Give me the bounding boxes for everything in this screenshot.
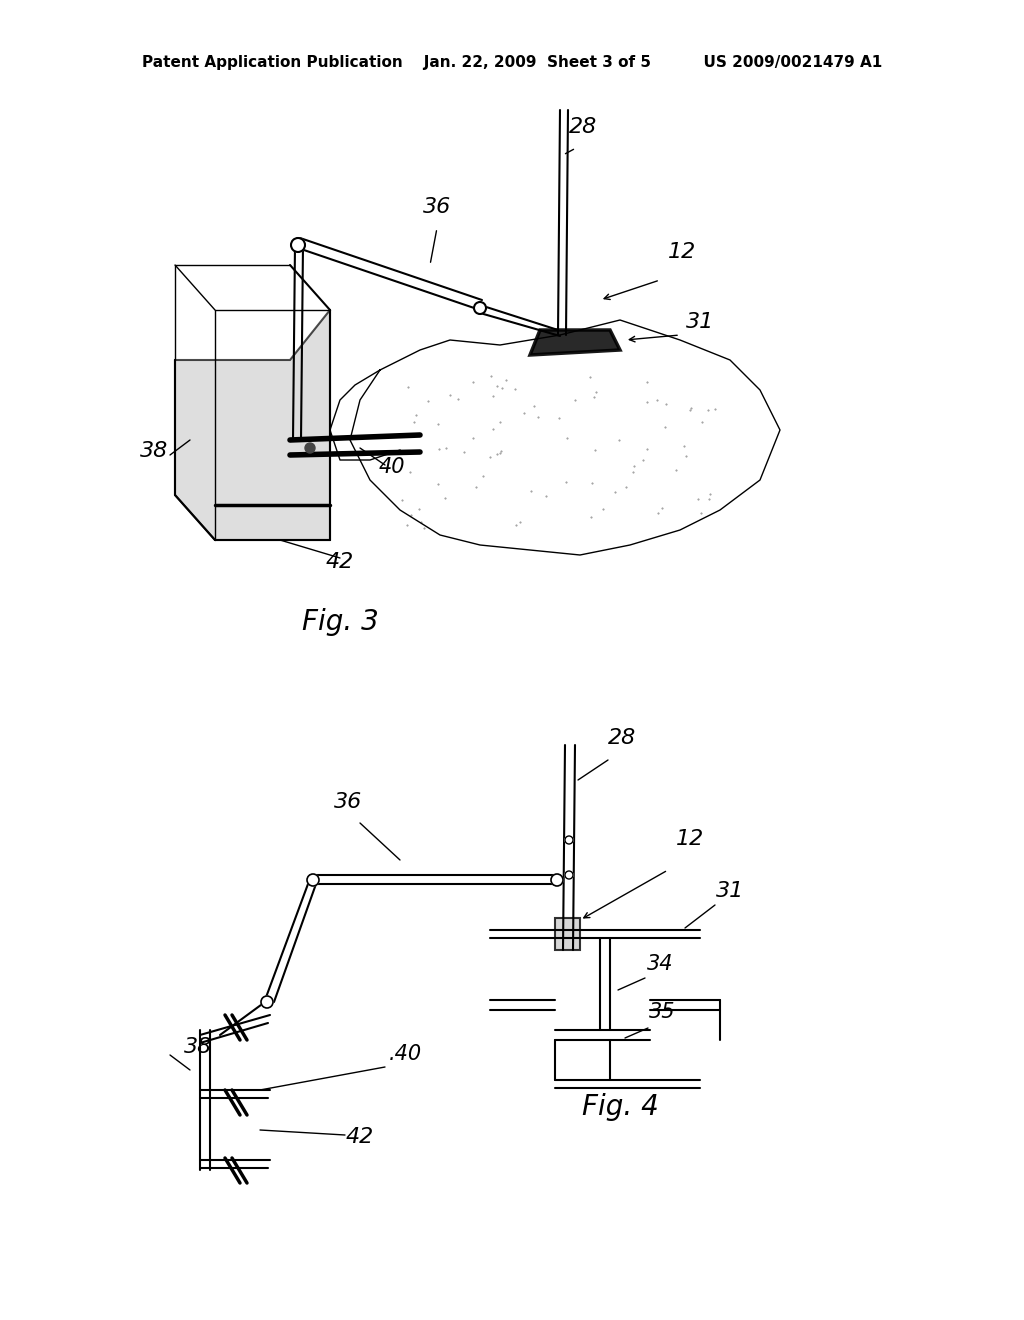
Text: 36: 36: [334, 792, 362, 812]
Text: 34: 34: [647, 954, 673, 974]
Circle shape: [261, 997, 273, 1008]
Text: 28: 28: [608, 729, 636, 748]
Text: 12: 12: [676, 829, 705, 849]
Circle shape: [291, 238, 305, 252]
Circle shape: [565, 871, 573, 879]
Text: 35: 35: [649, 1002, 675, 1022]
Text: 38: 38: [183, 1038, 212, 1057]
Text: 42: 42: [326, 552, 354, 572]
Text: Fig. 4: Fig. 4: [582, 1093, 658, 1121]
Text: Patent Application Publication    Jan. 22, 2009  Sheet 3 of 5          US 2009/0: Patent Application Publication Jan. 22, …: [142, 54, 882, 70]
Text: 42: 42: [346, 1127, 374, 1147]
Text: 31: 31: [686, 312, 714, 333]
Polygon shape: [530, 330, 620, 355]
Circle shape: [305, 444, 315, 453]
Text: 12: 12: [668, 242, 696, 261]
Circle shape: [565, 836, 573, 843]
Circle shape: [474, 302, 486, 314]
Text: 38: 38: [139, 441, 168, 461]
Text: .40: .40: [388, 1044, 422, 1064]
Text: 31: 31: [716, 880, 744, 902]
Polygon shape: [555, 917, 580, 950]
Circle shape: [307, 874, 319, 886]
Text: 40: 40: [379, 457, 406, 477]
Text: Fig. 3: Fig. 3: [302, 609, 379, 636]
Circle shape: [551, 874, 563, 886]
Polygon shape: [175, 310, 330, 540]
Text: 36: 36: [423, 197, 452, 216]
Text: 28: 28: [569, 117, 597, 137]
